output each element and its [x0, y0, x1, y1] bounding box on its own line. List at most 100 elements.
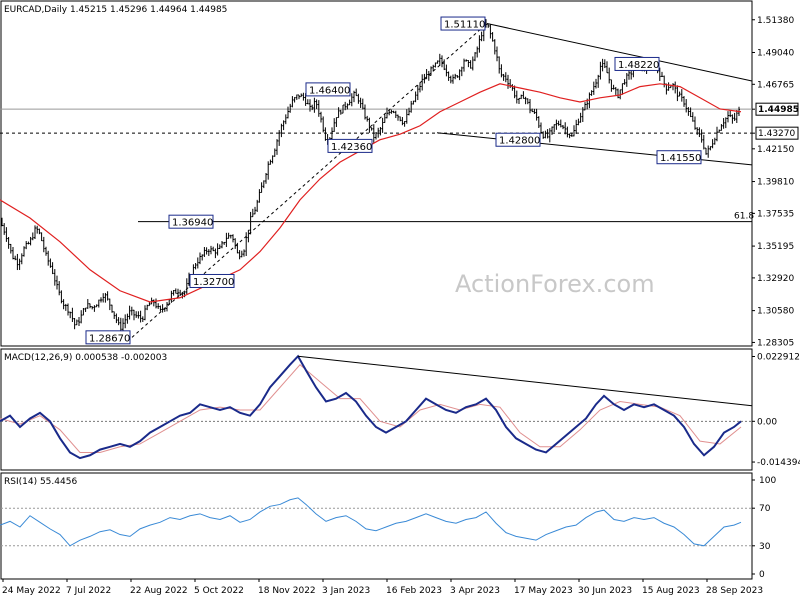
ohlc-bar [379, 127, 382, 136]
ohlc-bar [163, 307, 166, 312]
fib-label: 61.8 [734, 212, 754, 222]
ohlc-bar [606, 61, 608, 74]
ohlc-bar [89, 303, 91, 309]
ohlc-bar [689, 107, 692, 118]
ohlc-bar [731, 114, 734, 124]
ohlc-bar [271, 155, 274, 164]
ohlc-bar [366, 115, 369, 122]
ohlc-bar [493, 39, 496, 55]
svg-text:1.36940: 1.36940 [172, 218, 213, 229]
xtick-label: 16 Feb 2023 [386, 586, 442, 596]
ohlc-bar [42, 236, 45, 253]
ohlc-bar [267, 161, 270, 180]
xtick-label: 5 Oct 2022 [194, 586, 244, 596]
ohlc-bar [82, 308, 85, 316]
ohlc-bar [12, 246, 14, 260]
moving-average-line [0, 83, 742, 303]
ohlc-bar [302, 92, 305, 101]
ohlc-bar [529, 98, 531, 114]
price-trendline-2 [131, 23, 488, 338]
ohlc-bar [238, 250, 241, 260]
ohlc-bar [280, 123, 283, 138]
ohlc-bar [386, 107, 388, 119]
ohlc-bar [478, 35, 481, 53]
ohlc-bar [364, 104, 366, 120]
ohlc-bar [432, 64, 435, 72]
ohlc-bar [243, 249, 245, 257]
price-level-label: 1.42800 [495, 132, 541, 147]
macd-signal-line [0, 364, 742, 453]
ohlc-bar [423, 73, 426, 84]
rsi-line [0, 497, 742, 547]
ohlc-bar [531, 108, 534, 113]
ohlc-bar [357, 93, 360, 104]
price-layer: 61.8 1.51110 1.46400 1.48220 1.42360 1.42800 1… [0, 16, 799, 348]
ohlc-bar [735, 110, 738, 123]
ohlc-bar [403, 121, 406, 127]
ohlc-bar [78, 317, 80, 326]
ohlc-bar [38, 228, 41, 235]
ohlc-bar [100, 297, 102, 303]
ohlc-bar [559, 119, 562, 128]
ohlc-bar [518, 97, 520, 105]
ohlc-bar [1, 217, 3, 227]
ohlc-bar [553, 124, 556, 133]
ohlc-bar [511, 84, 514, 91]
ohlc-bar [124, 314, 127, 329]
ohlc-bar [540, 122, 542, 134]
ohlc-bar [474, 52, 476, 62]
ohlc-bar [535, 108, 538, 121]
ohlc-bar [174, 288, 177, 294]
ohlc-bar [245, 232, 248, 257]
ohlc-bar [445, 64, 448, 77]
ohlc-bar [729, 110, 732, 118]
price-trendline-1 [436, 132, 753, 166]
rsi-header: RSI(14) 55.4456 [4, 477, 77, 487]
ohlc-bar [344, 101, 347, 111]
ohlc-bar [322, 116, 325, 133]
ohlc-bar [397, 114, 399, 121]
ohlc-bar [205, 247, 208, 255]
price-ytick-label: 1.51380 [757, 16, 794, 26]
ohlc-bar [348, 99, 351, 106]
ohlc-bar [584, 102, 586, 111]
ohlc-bar [161, 304, 164, 313]
ohlc-bar [370, 127, 373, 131]
ohlc-bar [128, 305, 131, 320]
ohlc-bar [416, 85, 419, 101]
ohlc-bar [73, 317, 76, 330]
ohlc-bar [179, 289, 182, 296]
ohlc-bar [513, 85, 516, 99]
ohlc-bar [97, 299, 100, 308]
ohlc-bar [491, 32, 494, 42]
ohlc-bar [575, 119, 578, 134]
ohlc-bar [610, 79, 613, 92]
ohlc-bar [595, 78, 597, 89]
ohlc-bar [289, 103, 292, 113]
price-ytick-label: 1.46765 [757, 80, 794, 90]
ohlc-bar [172, 289, 175, 296]
ohlc-bar [625, 73, 628, 87]
ohlc-bar [546, 129, 549, 139]
ohlc-bar [84, 307, 87, 312]
ohlc-bar [436, 60, 439, 64]
ohlc-bar [425, 69, 428, 80]
price-ytick-label: 1.30580 [757, 307, 794, 317]
ohlc-bar [430, 66, 432, 76]
ohlc-bar [139, 310, 142, 323]
ohlc-bar [53, 269, 56, 286]
ohlc-bar [56, 275, 58, 290]
ohlc-bar [377, 127, 380, 138]
ohlc-bar [434, 62, 437, 68]
price-ytick-highlight: 1.44985 [755, 102, 799, 116]
ohlc-bar [368, 117, 371, 133]
ohlc-bar [566, 126, 569, 138]
ohlc-bar [95, 304, 98, 308]
rsi-ytick-label: 30 [759, 542, 771, 552]
ohlc-bar [542, 131, 545, 139]
ohlc-bar [663, 75, 666, 88]
ohlc-bar [438, 53, 441, 66]
xtick-label: 22 Aug 2022 [130, 586, 188, 596]
ohlc-bar [278, 130, 281, 146]
